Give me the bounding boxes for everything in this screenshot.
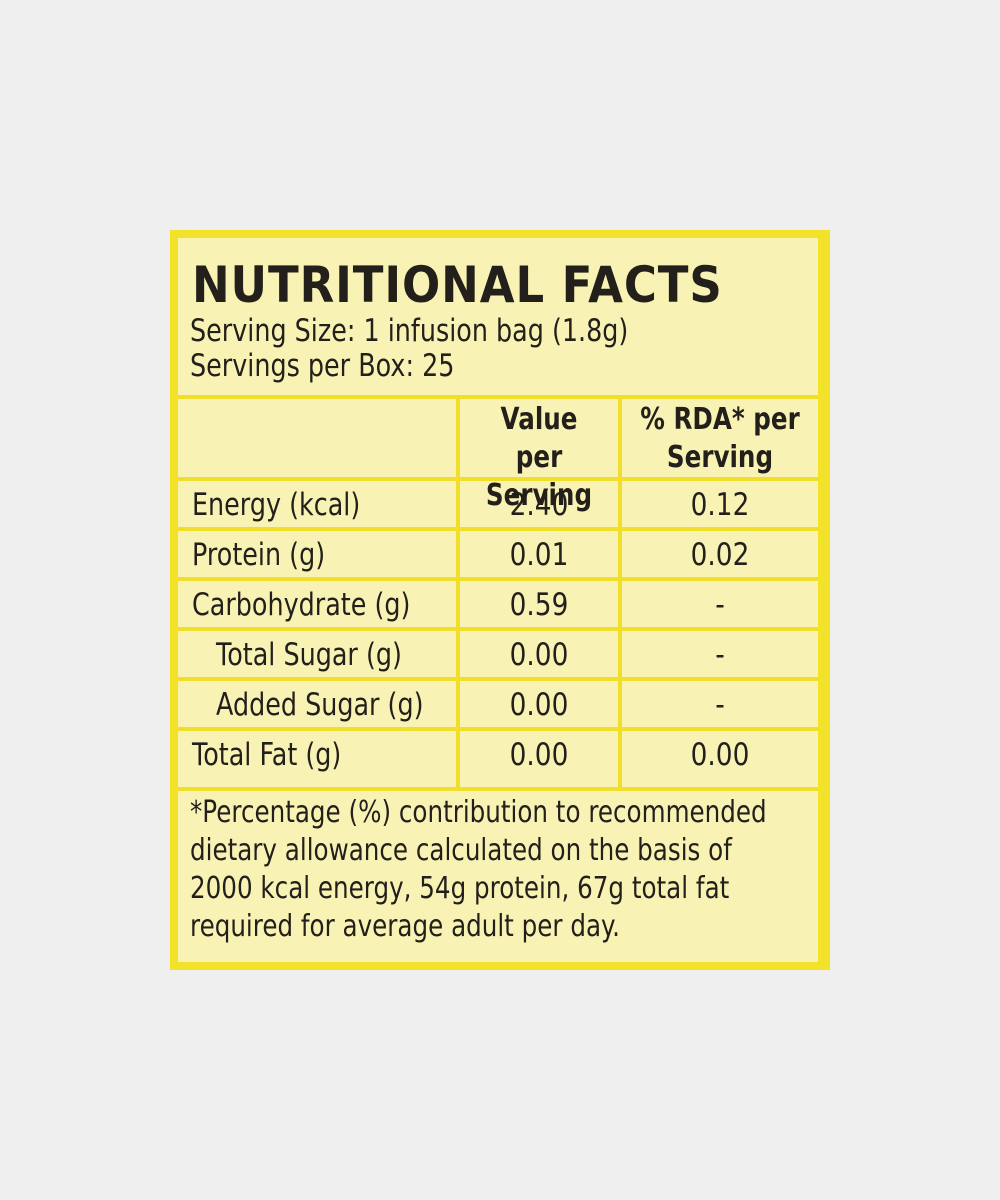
- value-cell: 0.59: [509, 587, 569, 623]
- footnote-line: required for average adult per day.: [190, 909, 620, 944]
- rda-cell: -: [715, 637, 725, 673]
- row-label: Energy (kcal): [192, 487, 361, 523]
- rule: [456, 395, 460, 787]
- footnote-line: *Percentage (%) contribution to recommen…: [190, 795, 767, 830]
- rda-cell: 0.00: [690, 737, 750, 773]
- value-cell: 2.40: [509, 487, 569, 523]
- servings-per-box: Servings per Box: 25: [190, 348, 455, 384]
- row-label: Total Sugar (g): [216, 637, 402, 673]
- row-label: Added Sugar (g): [216, 687, 424, 723]
- value-cell: 0.01: [509, 537, 569, 573]
- rule: [178, 477, 818, 481]
- rda-cell: 0.02: [690, 537, 750, 573]
- footnote-line: 2000 kcal energy, 54g protein, 67g total…: [190, 871, 730, 906]
- label-inner: NUTRITIONAL FACTS Serving Size: 1 infusi…: [178, 238, 818, 962]
- rule: [178, 787, 818, 791]
- footnote-line: dietary allowance calculated on the basi…: [190, 833, 732, 868]
- rule: [178, 395, 818, 399]
- rule: [178, 727, 818, 731]
- value-cell: 0.00: [509, 737, 569, 773]
- row-label: Total Fat (g): [192, 737, 342, 773]
- row-label: Carbohydrate (g): [192, 587, 411, 623]
- rule: [178, 677, 818, 681]
- header-cell: % RDA* per Serving: [640, 402, 800, 475]
- value-cell: 0.00: [509, 637, 569, 673]
- title: NUTRITIONAL FACTS: [192, 256, 723, 314]
- rda-cell: 0.12: [690, 487, 750, 523]
- serving-size: Serving Size: 1 infusion bag (1.8g): [190, 313, 629, 349]
- label-panel: NUTRITIONAL FACTS Serving Size: 1 infusi…: [170, 230, 830, 970]
- rule: [618, 395, 622, 787]
- rda-cell: -: [715, 587, 725, 623]
- value-cell: 0.00: [509, 687, 569, 723]
- rule: [178, 527, 818, 531]
- nutrition-table: Value per Serving % RDA* per Serving Ene…: [178, 395, 818, 787]
- rule: [178, 577, 818, 581]
- row-label: Protein (g): [192, 537, 326, 573]
- header-cell: Value per Serving: [485, 402, 593, 513]
- rda-cell: -: [715, 687, 725, 723]
- rule: [178, 627, 818, 631]
